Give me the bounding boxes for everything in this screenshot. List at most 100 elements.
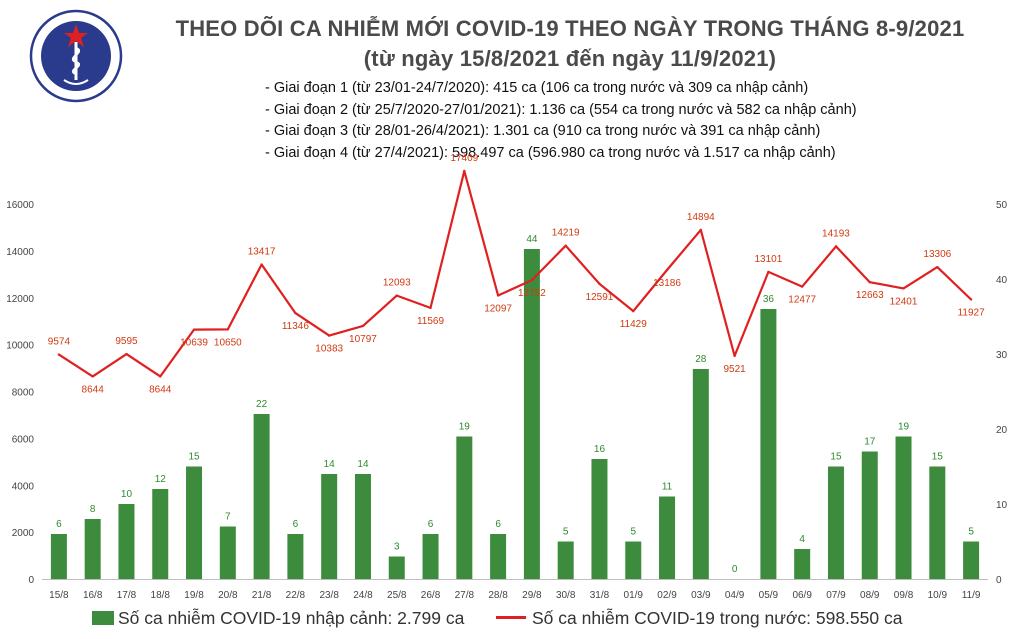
line-data-label: 9595 [115, 336, 138, 347]
x-axis-tick-label: 24/8 [353, 590, 373, 601]
legend-bar-label: Số ca nhiễm COVID-19 nhập cảnh: 2.799 ca [118, 608, 465, 628]
line-point [57, 353, 61, 356]
bar-data-label: 6 [495, 519, 501, 530]
line-data-label: 11346 [282, 321, 310, 332]
bar-data-label: 11 [662, 482, 673, 493]
line-point [395, 294, 398, 297]
left-axis-tick-label: 16000 [6, 200, 34, 211]
line-point [598, 282, 601, 286]
bar-data-label: 5 [563, 527, 569, 538]
bar-data-label: 14 [324, 459, 336, 470]
line-data-label: 13417 [248, 247, 276, 258]
line-point [91, 375, 94, 378]
line-data-label: 11569 [417, 316, 445, 327]
x-axis-tick-label: 04/9 [725, 590, 745, 601]
x-axis-tick-label: 05/9 [759, 590, 779, 601]
bar [186, 466, 203, 579]
x-axis-tick-label: 25/8 [387, 590, 407, 601]
left-axis-tick-label: 2000 [12, 528, 35, 539]
bar [287, 534, 304, 579]
right-axis-tick-label: 20 [996, 425, 1008, 436]
bar-data-label: 12 [155, 474, 167, 485]
line-point [361, 324, 365, 328]
chart-subtitle: (từ ngày 15/8/2021 đến ngày 11/9/2021) [363, 46, 777, 71]
bar-data-label: 8 [90, 504, 96, 515]
bar-data-label: 3 [394, 542, 400, 553]
line-data-label: 12663 [856, 290, 884, 301]
line-data-label: 8644 [149, 384, 172, 395]
left-axis-tick-label: 12000 [6, 294, 34, 305]
bar [456, 436, 473, 579]
bar [219, 526, 236, 579]
right-axis-tick-label: 40 [996, 275, 1008, 286]
bar-data-label: 22 [256, 399, 268, 410]
bar-data-label: 19 [898, 422, 910, 433]
line-data-label: 13306 [923, 249, 951, 260]
line-data-label: 13186 [653, 278, 681, 289]
bar [422, 534, 439, 579]
bar [625, 541, 642, 579]
line-point [699, 228, 703, 232]
bar-data-label: 6 [56, 519, 62, 530]
chart-title: THEO DÕI CA NHIỄM MỚI COVID-19 THEO NGÀY… [175, 16, 965, 41]
bar [827, 466, 844, 579]
bar [50, 534, 67, 579]
right-axis-tick-label: 50 [996, 200, 1008, 211]
line-point [665, 268, 669, 272]
bar-data-label: 15 [830, 452, 842, 463]
bar-data-label: 36 [763, 294, 775, 305]
bar [659, 496, 676, 579]
x-axis-tick-label: 11/9 [962, 590, 981, 601]
bar-data-label: 44 [526, 234, 538, 245]
line-point [159, 375, 162, 378]
line-data-label: 17409 [450, 153, 478, 164]
line-data-label: 9574 [48, 337, 71, 348]
line-data-label: 12591 [586, 292, 614, 303]
bar-data-label: 28 [695, 354, 707, 365]
bar [523, 249, 540, 579]
bar-data-label: 6 [428, 519, 434, 530]
legend-line-label: Số ca nhiễm COVID-19 trong nước: 598.550… [532, 608, 903, 628]
line-point [767, 270, 770, 274]
x-axis-tick-label: 17/8 [117, 590, 137, 601]
line-point [327, 334, 331, 337]
line-data-label: 10650 [214, 337, 242, 348]
x-axis-tick-label: 08/9 [860, 590, 880, 601]
bar [929, 466, 946, 579]
legend-line: Số ca nhiễm COVID-19 trong nước: 598.550… [496, 608, 902, 629]
line-point [125, 352, 128, 356]
line-point [868, 281, 871, 284]
line-point [632, 309, 635, 313]
x-axis-tick-label: 02/9 [657, 590, 677, 601]
x-axis-tick-label: 29/8 [522, 590, 542, 601]
line-point [192, 328, 196, 331]
bar [388, 556, 405, 579]
bar-data-label: 14 [357, 459, 369, 470]
x-axis-tick-label: 27/8 [455, 590, 475, 601]
left-axis-tick-label: 0 [28, 575, 34, 586]
line-point [429, 306, 432, 310]
line-data-label: 14219 [552, 228, 580, 239]
bar [84, 519, 101, 579]
x-axis-tick-label: 09/8 [894, 590, 914, 601]
bar [963, 541, 980, 579]
line-data-label: 10639 [180, 338, 208, 349]
line-data-label: 11927 [958, 307, 986, 318]
x-axis-tick-label: 18/8 [151, 590, 171, 601]
line-point [936, 265, 939, 269]
phase-note-2: - Giai đoạn 2 (từ 25/7/2020-27/01/2021):… [265, 101, 857, 118]
bar [895, 436, 912, 579]
left-axis-tick-label: 8000 [12, 388, 35, 399]
phase-note-4: - Giai đoạn 4 (từ 27/4/2021): 598.497 ca… [265, 144, 836, 161]
left-axis-tick-label: 10000 [6, 341, 34, 352]
bar-data-label: 16 [594, 444, 606, 455]
bar [152, 489, 169, 579]
x-axis-tick-label: 21/8 [252, 590, 272, 601]
left-axis-tick-label: 6000 [12, 434, 35, 445]
x-axis-tick-label: 19/8 [184, 590, 204, 601]
line-data-label: 9521 [723, 364, 746, 375]
line-point [530, 278, 534, 282]
x-axis-tick-label: 15/8 [49, 590, 69, 601]
line-point [463, 169, 466, 173]
right-axis-tick-label: 0 [996, 575, 1002, 586]
